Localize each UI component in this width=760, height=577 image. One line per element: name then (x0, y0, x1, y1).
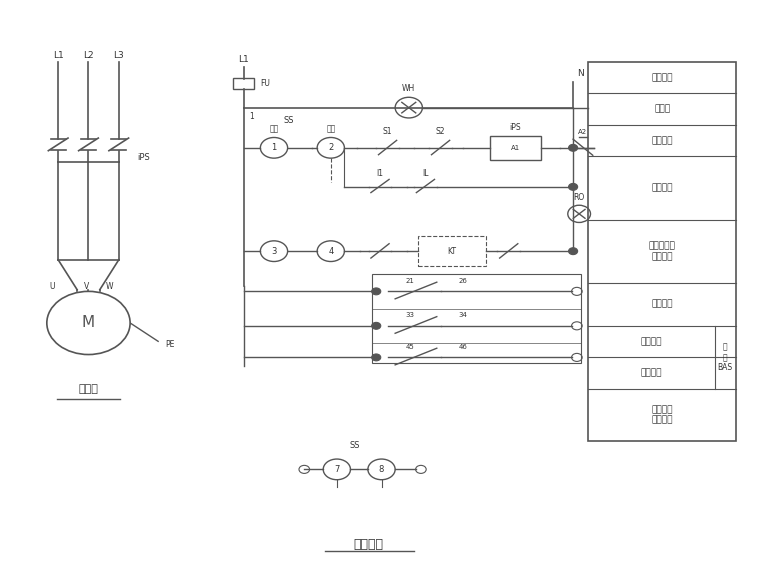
Text: 电源指示: 电源指示 (651, 136, 673, 145)
Text: 熔断器: 熔断器 (654, 104, 670, 114)
Text: 26: 26 (459, 278, 467, 284)
Text: M: M (82, 316, 95, 331)
Text: iPS: iPS (510, 123, 521, 132)
Text: 46: 46 (459, 344, 467, 350)
Text: A2: A2 (578, 129, 587, 135)
Circle shape (568, 183, 578, 190)
Text: S1: S1 (383, 128, 392, 136)
Text: SS: SS (350, 441, 360, 449)
Text: FU: FU (260, 79, 270, 88)
Text: L3: L3 (113, 51, 124, 61)
Text: 21: 21 (406, 278, 415, 284)
Text: 8: 8 (378, 465, 385, 474)
Text: V: V (84, 282, 89, 291)
Circle shape (372, 354, 381, 361)
Text: 45: 45 (406, 344, 415, 350)
Text: 转换开关
位置信号: 转换开关 位置信号 (651, 405, 673, 425)
Bar (233, 78, 255, 89)
Text: RO: RO (574, 193, 584, 203)
Text: iPS: iPS (138, 153, 150, 162)
Text: SS: SS (284, 116, 294, 125)
Text: 手动控制: 手动控制 (651, 183, 673, 193)
Text: S2: S2 (435, 128, 445, 136)
Bar (588, 62, 736, 441)
Text: 控制电源: 控制电源 (651, 73, 673, 82)
Circle shape (372, 323, 381, 329)
Text: 3: 3 (271, 247, 277, 256)
Text: 1: 1 (249, 112, 254, 121)
Text: 主回路: 主回路 (78, 384, 98, 394)
Text: L1: L1 (239, 55, 249, 65)
Text: l1: l1 (376, 168, 384, 178)
Text: 运行指示: 运行指示 (651, 300, 673, 309)
Bar (418, 236, 486, 266)
Text: A1: A1 (511, 145, 520, 151)
Text: 手动: 手动 (269, 125, 279, 133)
Text: KT: KT (448, 247, 457, 256)
Circle shape (47, 291, 130, 354)
Text: 控制原理: 控制原理 (353, 538, 384, 550)
Text: U: U (49, 282, 55, 291)
Bar (372, 274, 581, 363)
Text: 运行信号: 运行信号 (641, 337, 662, 346)
Text: lL: lL (423, 168, 429, 178)
Circle shape (568, 248, 578, 254)
Text: 33: 33 (406, 313, 415, 319)
Bar (489, 136, 541, 160)
Circle shape (372, 288, 381, 295)
Text: PE: PE (166, 340, 175, 349)
Text: 故障信号: 故障信号 (641, 369, 662, 378)
Text: 34: 34 (459, 313, 467, 319)
Circle shape (568, 144, 578, 151)
Text: WH: WH (402, 84, 416, 93)
Text: 7: 7 (334, 465, 340, 474)
Text: L2: L2 (83, 51, 93, 61)
Text: 发电机启动
信号控制: 发电机启动 信号控制 (648, 242, 676, 261)
Text: N: N (578, 69, 584, 78)
Text: L1: L1 (52, 51, 64, 61)
Text: W: W (106, 282, 113, 291)
Text: 4: 4 (328, 247, 334, 256)
Text: 2: 2 (328, 143, 334, 152)
Text: 自动: 自动 (326, 125, 335, 133)
Text: 1: 1 (271, 143, 277, 152)
Text: 变
回
BAS: 变 回 BAS (717, 343, 733, 372)
